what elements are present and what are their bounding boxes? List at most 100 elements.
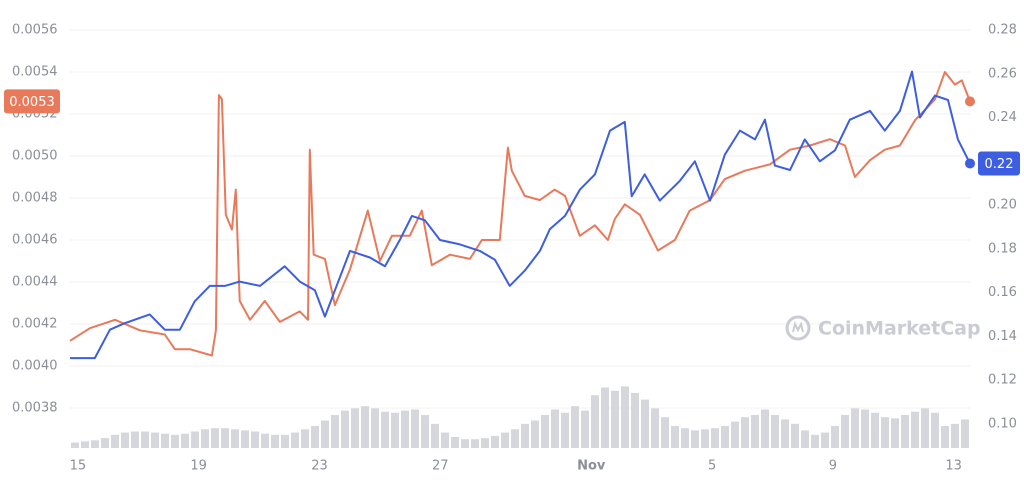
volume-bar xyxy=(561,412,569,448)
volume-bar xyxy=(451,437,459,448)
volume-bar xyxy=(291,432,299,448)
volume-bar xyxy=(251,431,259,448)
volume-bar xyxy=(581,410,589,448)
volume-bar xyxy=(841,415,849,448)
volume-bar xyxy=(661,417,669,448)
volume-bar xyxy=(81,441,89,448)
last-value-label: 0.22 xyxy=(985,157,1014,172)
volume-bar xyxy=(931,412,939,448)
watermark-logo-mark xyxy=(792,321,804,333)
y-tick-label: 0.0048 xyxy=(12,191,58,206)
volume-bar xyxy=(551,409,559,448)
y-tick-label: 0.0038 xyxy=(12,401,58,416)
series-line xyxy=(70,70,971,360)
volume-bar xyxy=(491,435,499,448)
watermark-text: CoinMarketCap xyxy=(818,318,981,340)
y2-tick-label: 0.20 xyxy=(988,198,1017,213)
x-tick-label: 15 xyxy=(70,459,87,474)
volume-bar xyxy=(471,439,479,448)
grid xyxy=(70,29,970,409)
volume-bar xyxy=(391,412,399,448)
volume-bar xyxy=(371,408,379,448)
y2-tick-label: 0.16 xyxy=(988,285,1017,300)
volume-bar xyxy=(691,430,699,448)
volume-bar xyxy=(681,428,689,448)
volume-bar xyxy=(361,406,369,448)
volume-bar xyxy=(211,428,219,448)
volume-bar xyxy=(831,426,839,448)
volume-bar xyxy=(871,412,879,448)
volume-bar xyxy=(911,411,919,448)
volume-bar xyxy=(721,426,729,448)
volume-bar xyxy=(781,419,789,448)
volume-bar xyxy=(201,429,209,448)
volume-bar xyxy=(531,420,539,448)
volume-bar xyxy=(191,431,199,448)
x-tick-label: 23 xyxy=(311,459,328,474)
volume-bar xyxy=(801,430,809,448)
volume-bar xyxy=(331,415,339,448)
last-value-label: 0.0053 xyxy=(9,95,55,110)
y-tick-label: 0.0040 xyxy=(12,359,58,374)
volume-bar xyxy=(381,411,389,448)
volume-bar xyxy=(241,430,249,448)
y-tick-label: 0.0050 xyxy=(12,149,58,164)
volume-bar xyxy=(711,428,719,448)
volume-bar xyxy=(301,429,309,448)
volume-bar xyxy=(121,432,129,448)
volume-bar xyxy=(761,409,769,448)
volume-bar xyxy=(321,420,329,448)
x-tick-label: 19 xyxy=(190,459,207,474)
y-tick-label: 0.0042 xyxy=(12,317,58,332)
volume-bar xyxy=(641,399,649,448)
volume-bar xyxy=(741,417,749,448)
volume-bar xyxy=(511,429,519,448)
volume-bar xyxy=(571,406,579,448)
y2-tick-label: 0.14 xyxy=(988,329,1017,344)
volume-bar xyxy=(821,432,829,448)
last-point xyxy=(965,96,975,107)
volume-bar xyxy=(231,429,239,448)
watermark: CoinMarketCap xyxy=(785,315,981,341)
x-tick-label: 27 xyxy=(432,459,449,474)
volume-bar xyxy=(441,432,449,448)
y2-tick-label: 0.24 xyxy=(988,110,1017,125)
volume-bar xyxy=(421,415,429,448)
volume-bar xyxy=(701,429,709,448)
volume-bar xyxy=(71,442,79,448)
volume-bar xyxy=(891,418,899,448)
volume-bar xyxy=(521,423,529,448)
volume-bar xyxy=(601,387,609,448)
y-tick-label: 0.0056 xyxy=(12,23,58,38)
x-tick-label: 9 xyxy=(829,459,837,474)
volume-bar xyxy=(141,431,149,448)
y2-tick-label: 0.26 xyxy=(988,66,1017,81)
volume-bar xyxy=(611,390,619,448)
volume-bar xyxy=(541,415,549,448)
y2-tick-label: 0.10 xyxy=(988,416,1017,431)
volume-bar xyxy=(161,433,169,448)
volume-bar xyxy=(961,419,969,448)
volume-bar xyxy=(281,434,289,448)
volume-bar xyxy=(431,423,439,448)
volume-bar xyxy=(791,423,799,448)
volume-bar xyxy=(261,433,269,448)
volume-bar xyxy=(271,434,279,448)
volume-bar xyxy=(151,432,159,448)
volume-bar xyxy=(771,415,779,448)
volume-bar xyxy=(591,395,599,448)
last-value-badge xyxy=(978,151,1020,176)
volume-bar xyxy=(921,408,929,448)
volume-bar xyxy=(351,408,359,448)
volume-bar xyxy=(731,421,739,448)
y-tick-label: 0.0054 xyxy=(12,65,58,80)
volume-bar xyxy=(111,434,119,448)
x-tick-label: 13 xyxy=(945,459,962,474)
y2-tick-label: 0.12 xyxy=(988,373,1017,388)
volume-bar xyxy=(131,431,139,448)
volume-bar xyxy=(631,393,639,448)
volume-bar xyxy=(751,415,759,448)
y2-tick-label: 0.18 xyxy=(988,241,1017,256)
volume-bar xyxy=(341,410,349,448)
